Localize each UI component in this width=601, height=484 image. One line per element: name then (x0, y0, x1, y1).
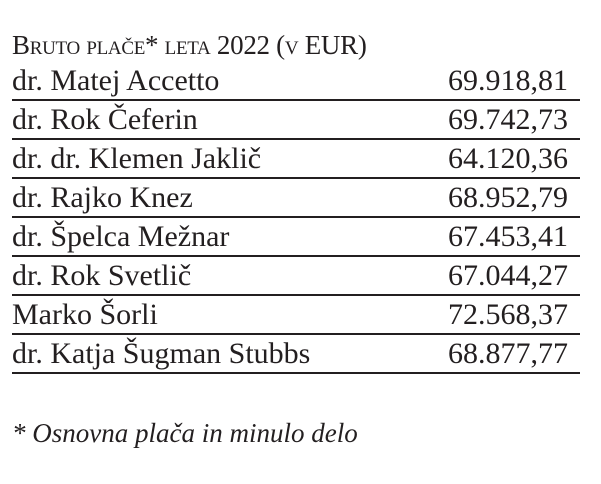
row-name: Marko Šorli (12, 298, 158, 331)
row-value: 67.044,27 (448, 259, 568, 292)
row-value: 69.742,73 (448, 103, 568, 136)
table-row: dr. Matej Accetto 69.918,81 (12, 62, 580, 101)
row-value: 68.952,79 (448, 181, 568, 214)
row-name: dr. Špelca Mežnar (12, 220, 230, 253)
row-value: 72.568,37 (448, 298, 568, 331)
row-name: dr. Rok Čeferin (12, 103, 198, 136)
table-row: dr. dr. Klemen Jaklič 64.120,36 (12, 140, 580, 179)
salary-table: dr. Matej Accetto 69.918,81 dr. Rok Čefer… (12, 62, 580, 374)
table-row: dr. Rajko Knez 68.952,79 (12, 179, 580, 218)
row-name: dr. Rajko Knez (12, 181, 193, 214)
row-name: dr. Katja Šugman Stubbs (12, 337, 311, 370)
row-value: 68.877,77 (448, 337, 568, 370)
table-row: Marko Šorli 72.568,37 (12, 296, 580, 335)
table-row: dr. Katja Šugman Stubbs 68.877,77 (12, 335, 580, 374)
row-value: 69.918,81 (448, 64, 568, 97)
footnote: * Osnovna plača in minulo delo (12, 418, 358, 448)
table-row: dr. Rok Svetlič 67.044,27 (12, 257, 580, 296)
table-row: dr. Špelca Mežnar 67.453,41 (12, 218, 580, 257)
row-name: dr. dr. Klemen Jaklič (12, 142, 262, 175)
row-name: dr. Rok Svetlič (12, 259, 192, 292)
table-row: dr. Rok Čeferin 69.742,73 (12, 101, 580, 140)
row-value: 64.120,36 (448, 142, 568, 175)
row-value: 67.453,41 (448, 220, 568, 253)
table-title: Bruto plače* leta 2022 (v EUR) (12, 30, 367, 60)
row-name: dr. Matej Accetto (12, 64, 220, 97)
